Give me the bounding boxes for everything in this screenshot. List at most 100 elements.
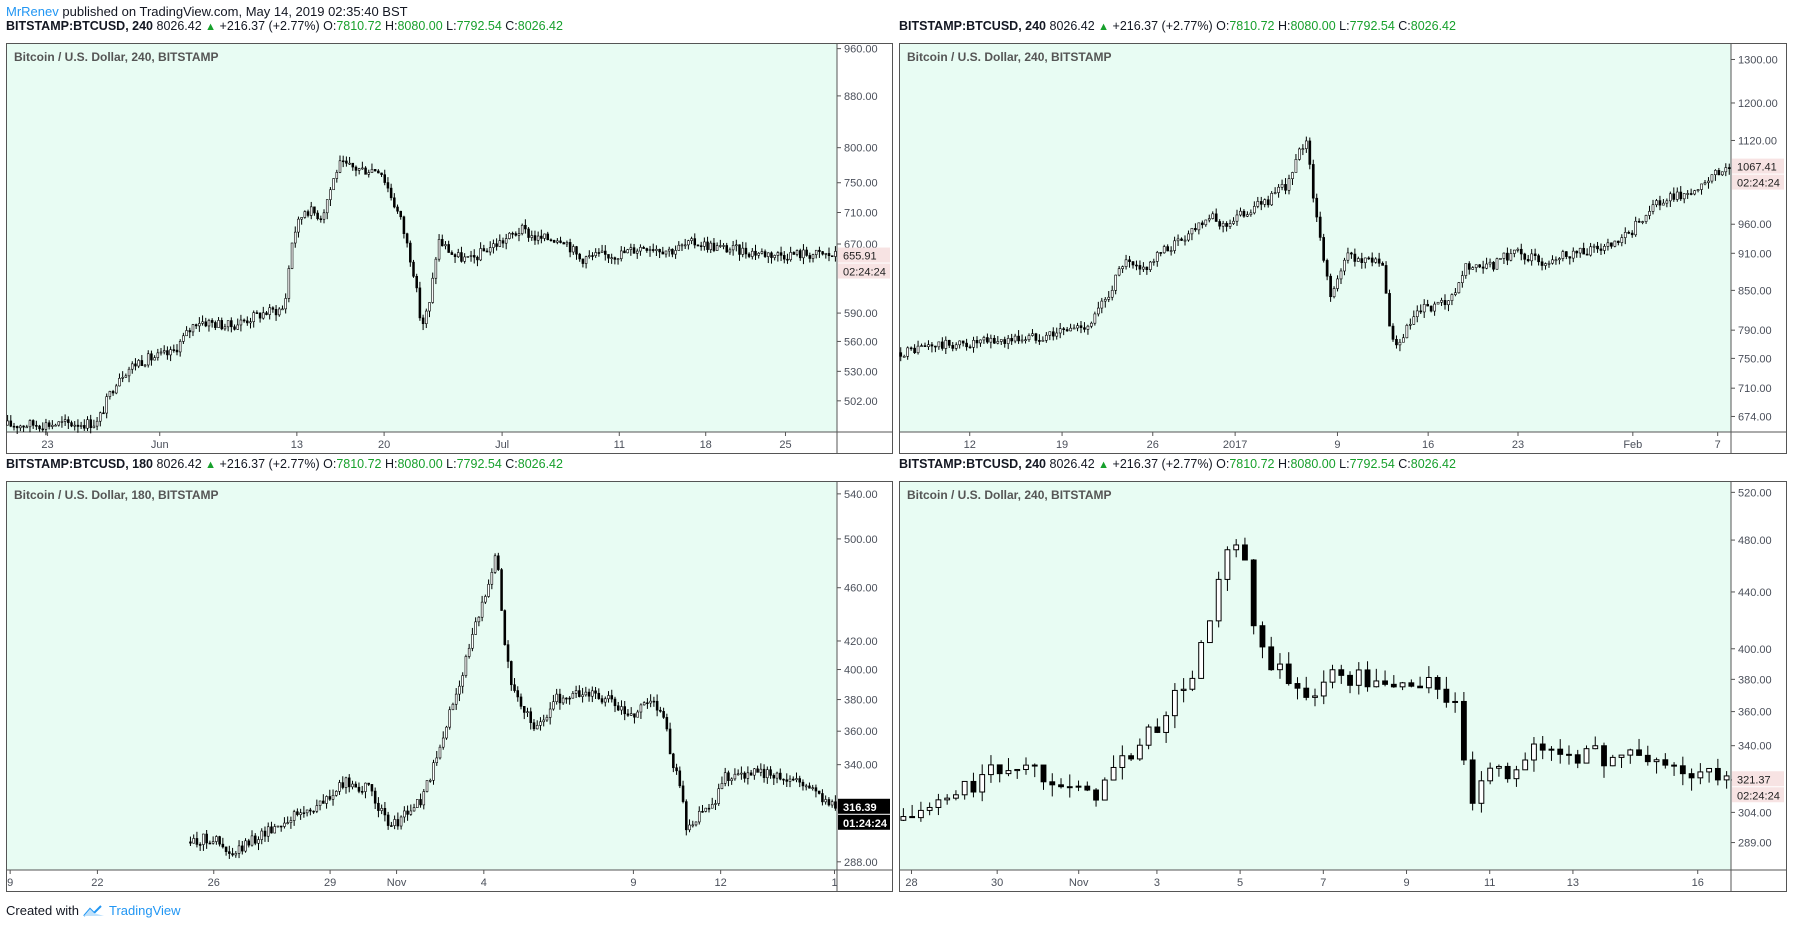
- candle-body: [111, 391, 115, 394]
- created-with-label: Created with: [6, 903, 79, 918]
- candle-body: [467, 647, 471, 657]
- candle-body: [386, 814, 390, 826]
- candle-body: [1429, 305, 1433, 312]
- open-label: O:: [323, 457, 337, 471]
- candle-body: [221, 843, 225, 848]
- change-value: +216.37 (+2.77%): [219, 457, 320, 471]
- candle-body: [786, 258, 789, 261]
- candle-body: [747, 253, 751, 257]
- candle-body: [242, 319, 246, 322]
- candle-body: [558, 693, 562, 704]
- candle-body: [1308, 140, 1312, 165]
- candle-body: [522, 706, 526, 713]
- candle-body: [444, 244, 447, 247]
- candle-body: [344, 777, 348, 788]
- candle-body: [153, 357, 156, 361]
- candle-body: [249, 321, 252, 324]
- candle-body: [1644, 215, 1648, 222]
- candle-body: [1658, 200, 1662, 206]
- candle-body: [451, 703, 455, 711]
- candle-body: [1136, 744, 1143, 760]
- candle-body: [230, 320, 233, 328]
- candle-body: [690, 238, 693, 241]
- candle-body: [1189, 677, 1196, 690]
- candle-body: [1434, 676, 1441, 690]
- candle-body: [143, 364, 147, 367]
- candle-body: [1561, 251, 1565, 259]
- candle-body: [1727, 167, 1731, 169]
- candle-body: [923, 345, 927, 347]
- candle-body: [562, 242, 565, 245]
- candle-body: [1055, 332, 1059, 337]
- candle-body: [1100, 300, 1104, 309]
- candle-body: [1270, 193, 1274, 206]
- candle-body: [207, 320, 211, 327]
- candle-body: [626, 713, 630, 716]
- high-label: H:: [384, 19, 398, 33]
- candle-body: [287, 268, 291, 299]
- candle-body: [1696, 189, 1700, 191]
- candle-body: [76, 424, 80, 427]
- candle-body: [258, 312, 262, 319]
- candle-body: [313, 206, 316, 214]
- candle-body: [1485, 263, 1488, 269]
- x-tick-label: 29: [324, 877, 336, 889]
- symbol-label[interactable]: BITSTAMP:BTCUSD, 180: [6, 457, 154, 471]
- candle-body: [1512, 249, 1516, 254]
- candle-body: [740, 772, 743, 775]
- candle-body: [1154, 726, 1161, 733]
- candle-body: [1436, 301, 1440, 305]
- candle-body: [99, 412, 102, 422]
- candle-body: [198, 323, 201, 327]
- candle-body: [555, 693, 558, 702]
- candle-body: [322, 212, 326, 220]
- candle-body: [1381, 262, 1384, 266]
- candle-body: [432, 762, 435, 781]
- candle-body: [753, 768, 756, 776]
- candle-body: [409, 242, 412, 263]
- candle-body: [1682, 193, 1686, 200]
- candle-body: [961, 340, 965, 344]
- candle-body: [22, 425, 25, 428]
- candle-body: [565, 242, 569, 245]
- x-tick-label: 16: [1692, 877, 1704, 889]
- chart-panel-3[interactable]: Bitcoin / U.S. Dollar, 180, BITSTAMP 288.…: [6, 481, 893, 892]
- candle-body: [613, 698, 617, 707]
- candle-body: [772, 775, 776, 779]
- candle-body: [297, 218, 300, 233]
- candle-body: [1072, 327, 1076, 330]
- chart-panel-2[interactable]: Bitcoin / U.S. Dollar, 240, BITSTAMP 674.…: [899, 43, 1787, 454]
- candle-body: [1069, 327, 1072, 332]
- symbol-label[interactable]: BITSTAMP:BTCUSD, 240: [899, 19, 1047, 33]
- candle-body: [485, 250, 489, 253]
- x-tick-label: 13: [1567, 877, 1579, 889]
- plot-area: [900, 44, 1731, 432]
- symbol-label[interactable]: BITSTAMP:BTCUSD, 240: [899, 457, 1047, 471]
- candle-body: [1031, 333, 1034, 336]
- y-tick-label: 1300.00: [1738, 54, 1778, 66]
- candle-body: [1103, 299, 1107, 302]
- chart-panel-1[interactable]: Bitcoin / U.S. Dollar, 240, BITSTAMP 502.…: [6, 43, 893, 454]
- candle-body: [63, 419, 67, 422]
- candle-body: [1040, 764, 1047, 783]
- candle-body: [902, 356, 906, 358]
- candle-body: [1675, 191, 1679, 200]
- y-tick-label: 502.00: [844, 396, 878, 408]
- candle-body: [827, 253, 831, 257]
- candle-body: [756, 768, 759, 773]
- candle-body: [70, 422, 73, 427]
- y-tick-label: 880.00: [844, 91, 878, 103]
- candle-body: [1637, 220, 1641, 223]
- author-link[interactable]: MrRenev: [6, 4, 59, 19]
- candle-body: [25, 426, 29, 429]
- candle-body: [681, 785, 685, 802]
- candle-body: [140, 360, 144, 366]
- symbol-label[interactable]: BITSTAMP:BTCUSD, 240: [6, 19, 154, 33]
- footer: Created with TradingView: [6, 903, 181, 918]
- chart-panel-4[interactable]: Bitcoin / U.S. Dollar, 240, BITSTAMP 289.…: [899, 481, 1787, 892]
- tradingview-link[interactable]: TradingView: [108, 903, 181, 918]
- candle-body: [373, 790, 377, 804]
- candle-body: [712, 242, 716, 251]
- candle-body: [35, 425, 38, 427]
- candle-body: [1714, 170, 1717, 176]
